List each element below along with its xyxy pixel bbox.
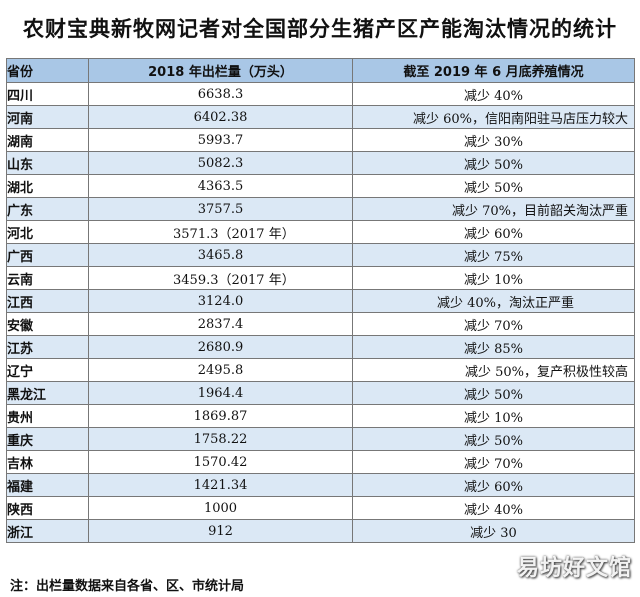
header-status: 截至 2019 年 6 月底养殖情况	[352, 58, 635, 83]
province-cell: 云南	[6, 266, 89, 290]
table-row: 安徽 2837.4 减少 70%	[6, 312, 635, 336]
province-cell: 河北	[6, 220, 89, 244]
output-cell: 3124.0	[88, 289, 353, 313]
table-row: 河北 3571.3（2017 年） 减少 60%	[6, 220, 635, 244]
province-cell: 广东	[6, 197, 89, 221]
output-cell: 1421.34	[88, 473, 353, 497]
province-cell: 辽宁	[6, 358, 89, 382]
province-cell: 湖南	[6, 128, 89, 152]
output-cell: 6638.3	[88, 82, 353, 106]
status-cell: 减少 40%，淘汰正严重	[352, 289, 635, 313]
watermark: 易坊好文馆	[516, 556, 632, 581]
province-cell: 黑龙江	[6, 381, 89, 405]
status-cell: 减少 40%	[352, 82, 635, 106]
province-cell: 重庆	[6, 427, 89, 451]
table-row: 福建 1421.34 减少 60%	[6, 473, 635, 497]
table-header-row: 省份 2018 年出栏量（万头） 截至 2019 年 6 月底养殖情况	[6, 58, 635, 83]
table-row: 辽宁 2495.8 减少 50%，复产积极性较高	[6, 358, 635, 382]
output-cell: 2495.8	[88, 358, 353, 382]
table-row: 重庆 1758.22 减少 50%	[6, 427, 635, 451]
header-output: 2018 年出栏量（万头）	[88, 58, 353, 83]
output-cell: 1964.4	[88, 381, 353, 405]
output-cell: 912	[88, 519, 353, 543]
status-cell: 减少 50%	[352, 174, 635, 198]
table-row: 江西 3124.0 减少 40%，淘汰正严重	[6, 289, 635, 313]
province-cell: 安徽	[6, 312, 89, 336]
output-cell: 6402.38	[88, 105, 353, 129]
status-cell: 减少 60%，信阳南阳驻马店压力较大	[352, 105, 635, 129]
status-cell: 减少 10%	[352, 266, 635, 290]
table-row: 吉林 1570.42 减少 70%	[6, 450, 635, 474]
output-cell: 1869.87	[88, 404, 353, 428]
table-row: 贵州 1869.87 减少 10%	[6, 404, 635, 428]
table-row: 山东 5082.3 减少 50%	[6, 151, 635, 175]
output-cell: 2837.4	[88, 312, 353, 336]
status-cell: 减少 85%	[352, 335, 635, 359]
status-cell: 减少 30%	[352, 128, 635, 152]
table-row: 江苏 2680.9 减少 85%	[6, 335, 635, 359]
province-cell: 贵州	[6, 404, 89, 428]
table-row: 广西 3465.8 减少 75%	[6, 243, 635, 267]
table-row: 湖北 4363.5 减少 50%	[6, 174, 635, 198]
table-row: 河南 6402.38 减少 60%，信阳南阳驻马店压力较大	[6, 105, 635, 129]
status-cell: 减少 10%	[352, 404, 635, 428]
output-cell: 3571.3（2017 年）	[88, 220, 353, 244]
province-cell: 河南	[6, 105, 89, 129]
statistics-table: 省份 2018 年出栏量（万头） 截至 2019 年 6 月底养殖情况 四川 6…	[6, 58, 635, 543]
table-row: 湖南 5993.7 减少 30%	[6, 128, 635, 152]
source-note: 注：出栏量数据来自各省、区、市统计局	[10, 578, 245, 594]
output-cell: 3465.8	[88, 243, 353, 267]
status-cell: 减少 50%	[352, 151, 635, 175]
province-cell: 湖北	[6, 174, 89, 198]
status-cell: 减少 70%	[352, 312, 635, 336]
page-title: 农财宝典新牧网记者对全国部分生猪产区产能淘汰情况的统计	[23, 17, 617, 41]
status-cell: 减少 60%	[352, 473, 635, 497]
table-row: 广东 3757.5 减少 70%，目前韶关淘汰严重	[6, 197, 635, 221]
status-cell: 减少 50%	[352, 381, 635, 405]
province-cell: 吉林	[6, 450, 89, 474]
table-row: 云南 3459.3（2017 年） 减少 10%	[6, 266, 635, 290]
output-cell: 1570.42	[88, 450, 353, 474]
province-cell: 浙江	[6, 519, 89, 543]
status-cell: 减少 30	[352, 519, 635, 543]
status-cell: 减少 50%，复产积极性较高	[352, 358, 635, 382]
output-cell: 4363.5	[88, 174, 353, 198]
table-row: 四川 6638.3 减少 40%	[6, 82, 635, 106]
table-row: 黑龙江 1964.4 减少 50%	[6, 381, 635, 405]
status-cell: 减少 75%	[352, 243, 635, 267]
output-cell: 1758.22	[88, 427, 353, 451]
table-row: 陕西 1000 减少 40%	[6, 496, 635, 520]
province-cell: 四川	[6, 82, 89, 106]
province-cell: 陕西	[6, 496, 89, 520]
province-cell: 江西	[6, 289, 89, 313]
province-cell: 广西	[6, 243, 89, 267]
output-cell: 3757.5	[88, 197, 353, 221]
province-cell: 福建	[6, 473, 89, 497]
output-cell: 5082.3	[88, 151, 353, 175]
province-cell: 山东	[6, 151, 89, 175]
status-cell: 减少 50%	[352, 427, 635, 451]
table-row: 浙江 912 减少 30	[6, 519, 635, 543]
status-cell: 减少 60%	[352, 220, 635, 244]
output-cell: 5993.7	[88, 128, 353, 152]
status-cell: 减少 40%	[352, 496, 635, 520]
header-province: 省份	[6, 58, 89, 83]
status-cell: 减少 70%	[352, 450, 635, 474]
output-cell: 2680.9	[88, 335, 353, 359]
province-cell: 江苏	[6, 335, 89, 359]
output-cell: 3459.3（2017 年）	[88, 266, 353, 290]
status-cell: 减少 70%，目前韶关淘汰严重	[352, 197, 635, 221]
output-cell: 1000	[88, 496, 353, 520]
